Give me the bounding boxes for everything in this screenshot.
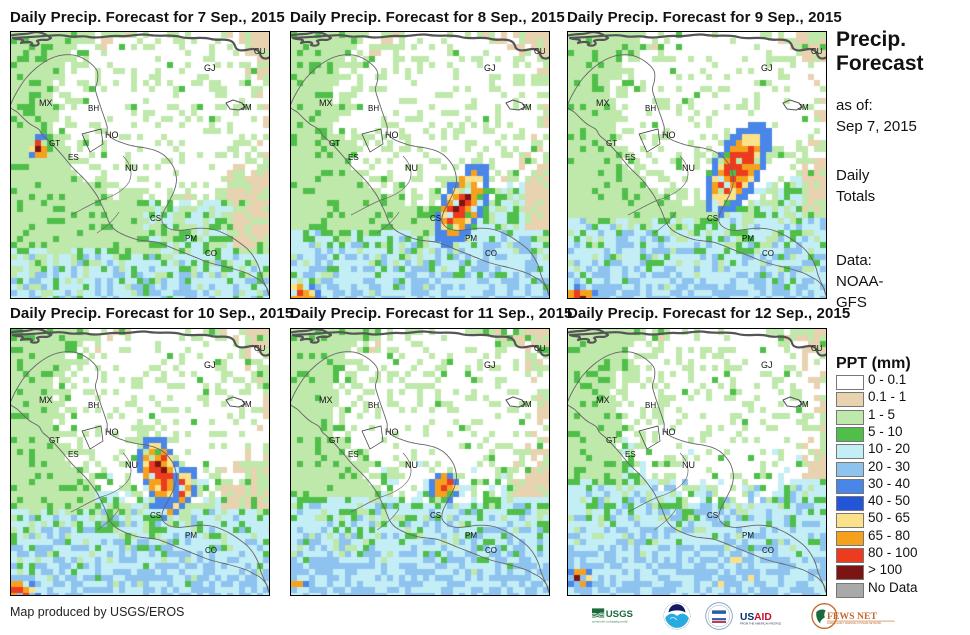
svg-text:CU: CU bbox=[534, 47, 546, 56]
svg-text:BH: BH bbox=[645, 104, 656, 113]
svg-text:CO: CO bbox=[485, 249, 497, 258]
svg-text:GT: GT bbox=[329, 436, 340, 445]
svg-text:CO: CO bbox=[205, 249, 217, 258]
svg-text:GT: GT bbox=[606, 139, 617, 148]
svg-text:ES: ES bbox=[625, 153, 636, 162]
svg-text:PM: PM bbox=[185, 531, 197, 540]
svg-text:HO: HO bbox=[662, 427, 676, 437]
svg-text:GJ: GJ bbox=[204, 360, 216, 370]
svg-text:HO: HO bbox=[385, 130, 399, 140]
svg-text:JM: JM bbox=[798, 103, 809, 112]
svg-text:USGS: USGS bbox=[606, 609, 634, 620]
svg-text:MX: MX bbox=[596, 395, 610, 405]
svg-text:CS: CS bbox=[707, 214, 718, 223]
svg-text:BH: BH bbox=[368, 104, 379, 113]
svg-text:PM: PM bbox=[185, 234, 197, 243]
svg-text:ES: ES bbox=[348, 153, 359, 162]
svg-text:GT: GT bbox=[329, 139, 340, 148]
svg-text:GT: GT bbox=[606, 436, 617, 445]
svg-text:MX: MX bbox=[596, 98, 610, 108]
svg-text:CU: CU bbox=[811, 47, 823, 56]
svg-text:JM: JM bbox=[521, 103, 532, 112]
svg-text:CO: CO bbox=[485, 546, 497, 555]
svg-text:USAID: USAID bbox=[740, 612, 772, 623]
svg-text:NU: NU bbox=[125, 163, 138, 173]
svg-text:JM: JM bbox=[521, 400, 532, 409]
svg-text:FEWS NET: FEWS NET bbox=[827, 611, 877, 622]
svg-text:PM: PM bbox=[465, 531, 477, 540]
svg-text:NU: NU bbox=[405, 163, 418, 173]
svg-text:GJ: GJ bbox=[761, 63, 773, 73]
svg-text:JM: JM bbox=[798, 400, 809, 409]
svg-text:HO: HO bbox=[662, 130, 676, 140]
svg-text:CU: CU bbox=[254, 47, 266, 56]
svg-text:CO: CO bbox=[762, 546, 774, 555]
svg-text:GJ: GJ bbox=[204, 63, 216, 73]
svg-text:HO: HO bbox=[385, 427, 399, 437]
svg-text:ES: ES bbox=[68, 450, 79, 459]
svg-text:BH: BH bbox=[368, 401, 379, 410]
svg-text:PM: PM bbox=[465, 234, 477, 243]
svg-text:CS: CS bbox=[707, 511, 718, 520]
svg-text:NU: NU bbox=[682, 460, 695, 470]
svg-text:MX: MX bbox=[319, 395, 333, 405]
svg-text:GT: GT bbox=[49, 139, 60, 148]
svg-text:MX: MX bbox=[319, 98, 333, 108]
svg-text:CS: CS bbox=[150, 214, 161, 223]
svg-text:CU: CU bbox=[811, 344, 823, 353]
svg-text:NU: NU bbox=[405, 460, 418, 470]
svg-text:MX: MX bbox=[39, 395, 53, 405]
svg-text:HO: HO bbox=[105, 130, 119, 140]
svg-text:GJ: GJ bbox=[484, 360, 496, 370]
svg-text:CS: CS bbox=[430, 511, 441, 520]
svg-text:FROM THE AMERICAN PEOPLE: FROM THE AMERICAN PEOPLE bbox=[740, 621, 781, 625]
svg-text:PM: PM bbox=[742, 234, 754, 243]
svg-text:CU: CU bbox=[534, 344, 546, 353]
svg-text:NU: NU bbox=[682, 163, 695, 173]
svg-text:GJ: GJ bbox=[761, 360, 773, 370]
svg-text:JM: JM bbox=[241, 103, 252, 112]
svg-text:CO: CO bbox=[762, 249, 774, 258]
svg-text:ES: ES bbox=[348, 450, 359, 459]
svg-text:BH: BH bbox=[645, 401, 656, 410]
svg-text:HO: HO bbox=[105, 427, 119, 437]
svg-text:NU: NU bbox=[125, 460, 138, 470]
svg-text:CU: CU bbox=[254, 344, 266, 353]
svg-text:CO: CO bbox=[205, 546, 217, 555]
svg-text:CS: CS bbox=[430, 214, 441, 223]
svg-text:ES: ES bbox=[68, 153, 79, 162]
svg-text:GJ: GJ bbox=[484, 63, 496, 73]
svg-text:MX: MX bbox=[39, 98, 53, 108]
svg-text:CS: CS bbox=[150, 511, 161, 520]
svg-text:PM: PM bbox=[742, 531, 754, 540]
svg-text:JM: JM bbox=[241, 400, 252, 409]
svg-text:FAMINE EARLY WARNING SYSTEMS N: FAMINE EARLY WARNING SYSTEMS NETWORK bbox=[827, 622, 882, 625]
svg-text:ES: ES bbox=[625, 450, 636, 459]
svg-text:BH: BH bbox=[88, 401, 99, 410]
svg-text:GT: GT bbox=[49, 436, 60, 445]
svg-text:science for a changing world: science for a changing world bbox=[592, 620, 628, 624]
svg-text:BH: BH bbox=[88, 104, 99, 113]
